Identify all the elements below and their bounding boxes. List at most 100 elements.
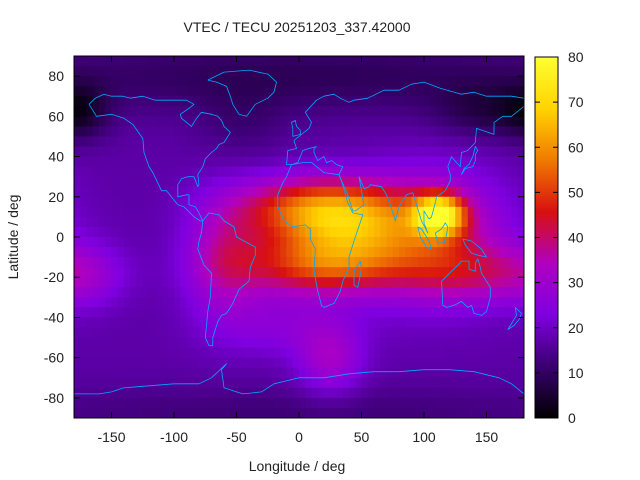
colorbar-tick-label: 10 <box>568 365 584 381</box>
heatmap-cell <box>136 357 144 369</box>
heatmap-cell <box>261 186 269 198</box>
heatmap-cell <box>236 327 244 339</box>
heatmap-cell <box>130 136 138 148</box>
heatmap-cell <box>274 247 281 258</box>
heatmap-cell <box>355 237 363 248</box>
heatmap-cell <box>430 116 438 127</box>
heatmap-cell <box>224 357 231 369</box>
heatmap-cell <box>136 267 144 278</box>
heatmap-cell <box>355 156 363 168</box>
heatmap-cell <box>136 247 144 258</box>
heatmap-cell <box>242 347 250 359</box>
heatmap-cell <box>111 407 119 418</box>
heatmap-cell <box>117 186 125 198</box>
heatmap-cell <box>174 136 181 148</box>
heatmap-cell <box>167 337 175 349</box>
heatmap-cell <box>230 237 238 248</box>
heatmap-cell <box>392 166 400 178</box>
heatmap-cell <box>330 106 338 117</box>
heatmap-cell <box>474 337 481 349</box>
heatmap-cell <box>111 106 119 117</box>
heatmap-cell <box>386 237 394 248</box>
heatmap-cell <box>155 327 163 339</box>
heatmap-cell <box>155 337 163 349</box>
heatmap-cell <box>286 347 294 359</box>
heatmap-cell <box>224 327 231 339</box>
heatmap-cell <box>155 357 163 369</box>
heatmap-cell <box>361 216 369 228</box>
heatmap-cell <box>267 317 275 329</box>
heatmap-cell <box>311 76 319 87</box>
heatmap-cell <box>480 347 488 359</box>
heatmap-cell <box>492 196 500 208</box>
heatmap-cell <box>217 116 225 127</box>
heatmap-cell <box>336 327 344 339</box>
heatmap-cell <box>249 146 256 158</box>
heatmap-cell <box>311 166 319 178</box>
heatmap-cell <box>461 257 469 268</box>
heatmap-cell <box>80 397 88 409</box>
heatmap-cell <box>92 226 100 238</box>
heatmap-cell <box>80 307 88 319</box>
heatmap-cell <box>492 277 500 288</box>
heatmap-cell <box>386 76 394 87</box>
heatmap-cell <box>242 96 250 107</box>
heatmap-cell <box>99 186 106 198</box>
heatmap-cell <box>330 116 338 127</box>
heatmap-cell <box>192 136 200 148</box>
heatmap-cell <box>167 66 175 77</box>
heatmap-cell <box>380 136 388 148</box>
heatmap-cell <box>80 317 88 329</box>
heatmap-cell <box>349 407 356 418</box>
heatmap-cell <box>467 196 475 208</box>
heatmap-cell <box>180 267 188 278</box>
heatmap-cell <box>155 186 163 198</box>
heatmap-cell <box>117 267 125 278</box>
heatmap-cell <box>424 196 431 208</box>
heatmap-cell <box>349 327 356 339</box>
heatmap-cell <box>392 176 400 188</box>
heatmap-cell <box>211 166 219 178</box>
heatmap-cell <box>274 116 281 127</box>
heatmap-cell <box>124 176 131 188</box>
heatmap-cell <box>267 106 275 117</box>
heatmap-cell <box>205 337 213 349</box>
heatmap-cell <box>405 116 413 127</box>
heatmap-cell <box>155 126 163 138</box>
heatmap-cell <box>167 146 175 158</box>
heatmap-cell <box>492 226 500 238</box>
heatmap-cell <box>467 186 475 198</box>
heatmap-cell <box>424 387 431 399</box>
heatmap-cell <box>505 226 513 238</box>
heatmap-cell <box>449 116 456 127</box>
heatmap-cell <box>405 136 413 148</box>
heatmap-cell <box>330 166 338 178</box>
heatmap-cell <box>124 317 131 329</box>
heatmap-cell <box>192 377 200 389</box>
heatmap-cell <box>161 337 169 349</box>
heatmap-cell <box>192 116 200 127</box>
heatmap-cell <box>517 166 524 178</box>
heatmap-cell <box>130 237 138 248</box>
heatmap-cell <box>199 237 206 248</box>
heatmap-cell <box>117 407 125 418</box>
heatmap-cell <box>324 267 331 278</box>
heatmap-cell <box>99 337 106 349</box>
heatmap-cell <box>217 337 225 349</box>
heatmap-cell <box>305 407 313 418</box>
heatmap-cell <box>380 387 388 399</box>
heatmap-cell <box>461 327 469 339</box>
heatmap-cell <box>324 337 331 349</box>
heatmap-cell <box>192 237 200 248</box>
heatmap-cell <box>180 136 188 148</box>
heatmap-cell <box>211 357 219 369</box>
heatmap-cell <box>486 146 494 158</box>
heatmap-cell <box>386 196 394 208</box>
heatmap-cell <box>430 237 438 248</box>
heatmap-cell <box>299 337 306 349</box>
heatmap-cell <box>199 287 206 298</box>
heatmap-cell <box>136 257 144 268</box>
heatmap-cell <box>274 397 281 409</box>
heatmap-cell <box>92 56 100 67</box>
heatmap-cell <box>336 377 344 389</box>
